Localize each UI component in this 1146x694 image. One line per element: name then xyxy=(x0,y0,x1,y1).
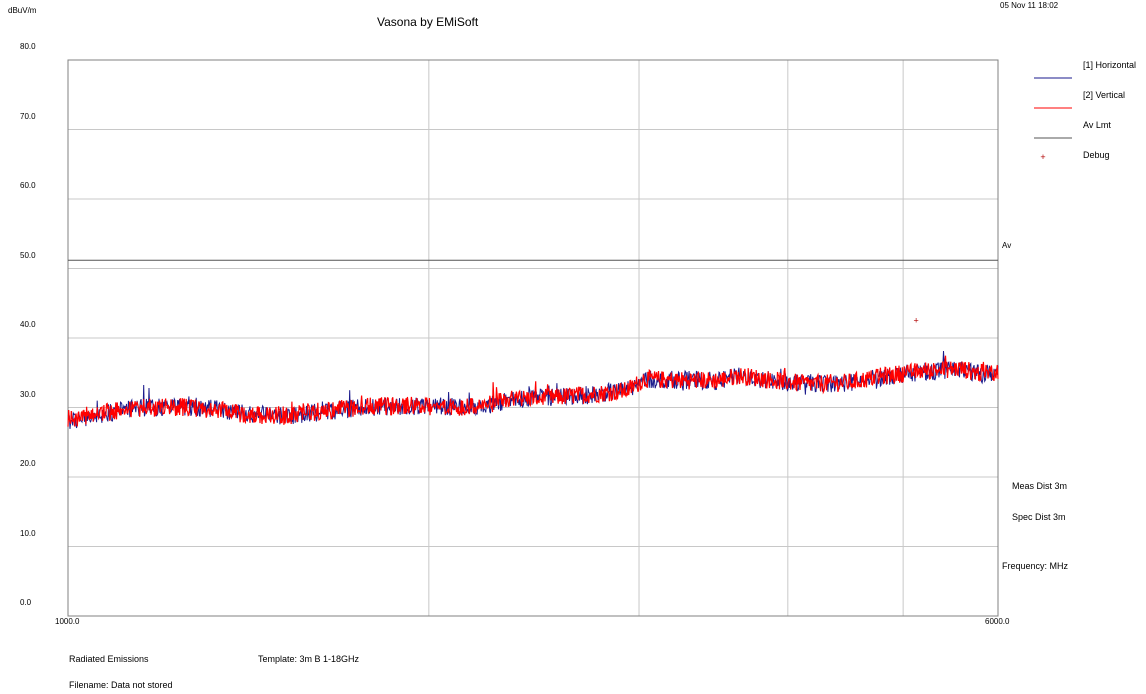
plot-grid xyxy=(67,59,999,617)
legend-label-3: Debug xyxy=(1083,150,1110,160)
template-label: Template: 3m B 1-18GHz xyxy=(258,654,360,664)
series-line-1 xyxy=(67,355,999,427)
x-tick-start: 1000.0 xyxy=(55,617,80,626)
y-tick-label: 0.0 xyxy=(20,598,32,607)
debug-layer: + xyxy=(914,316,919,326)
legend: [1] Horizontal [2] Vertical Av Lmt + Debug xyxy=(1034,60,1136,162)
frequency-unit: Frequency: MHz xyxy=(1002,561,1069,571)
y-tick-label: 80.0 xyxy=(20,42,36,51)
limit-tag: Av xyxy=(1002,241,1012,250)
y-tick-label: 50.0 xyxy=(20,250,36,260)
y-tick-label: 60.0 xyxy=(20,181,36,190)
y-tick-label: 70.0 xyxy=(20,111,36,121)
y-tick-label: 30.0 xyxy=(20,389,36,399)
chart-title: Vasona by EMiSoft xyxy=(377,15,479,29)
test-type: Radiated Emissions xyxy=(69,654,149,664)
y-tick-label: 20.0 xyxy=(20,459,36,468)
y-tick-label: 10.0 xyxy=(20,528,36,538)
y-tick-label: 40.0 xyxy=(20,320,36,329)
timestamp: 05 Nov 11 18:02 xyxy=(1000,1,1059,10)
x-tick-end: 6000.0 xyxy=(985,617,1010,626)
legend-label-2: Av Lmt xyxy=(1083,120,1111,130)
meas-dist: Meas Dist 3m xyxy=(1012,481,1068,491)
legend-label-1: [2] Vertical xyxy=(1083,90,1125,100)
y-axis-label: dBuV/m xyxy=(8,6,37,15)
legend-label-0: [1] Horizontal xyxy=(1083,60,1136,70)
spec-dist: Spec Dist 3m xyxy=(1012,512,1066,522)
series-line-0 xyxy=(67,350,999,429)
filename-label: Filename: Data not stored xyxy=(69,680,173,690)
legend-swatch-3: + xyxy=(1040,152,1045,162)
debug-point-0: + xyxy=(914,316,919,326)
series-layer xyxy=(67,259,999,429)
plot-frame xyxy=(67,59,999,617)
